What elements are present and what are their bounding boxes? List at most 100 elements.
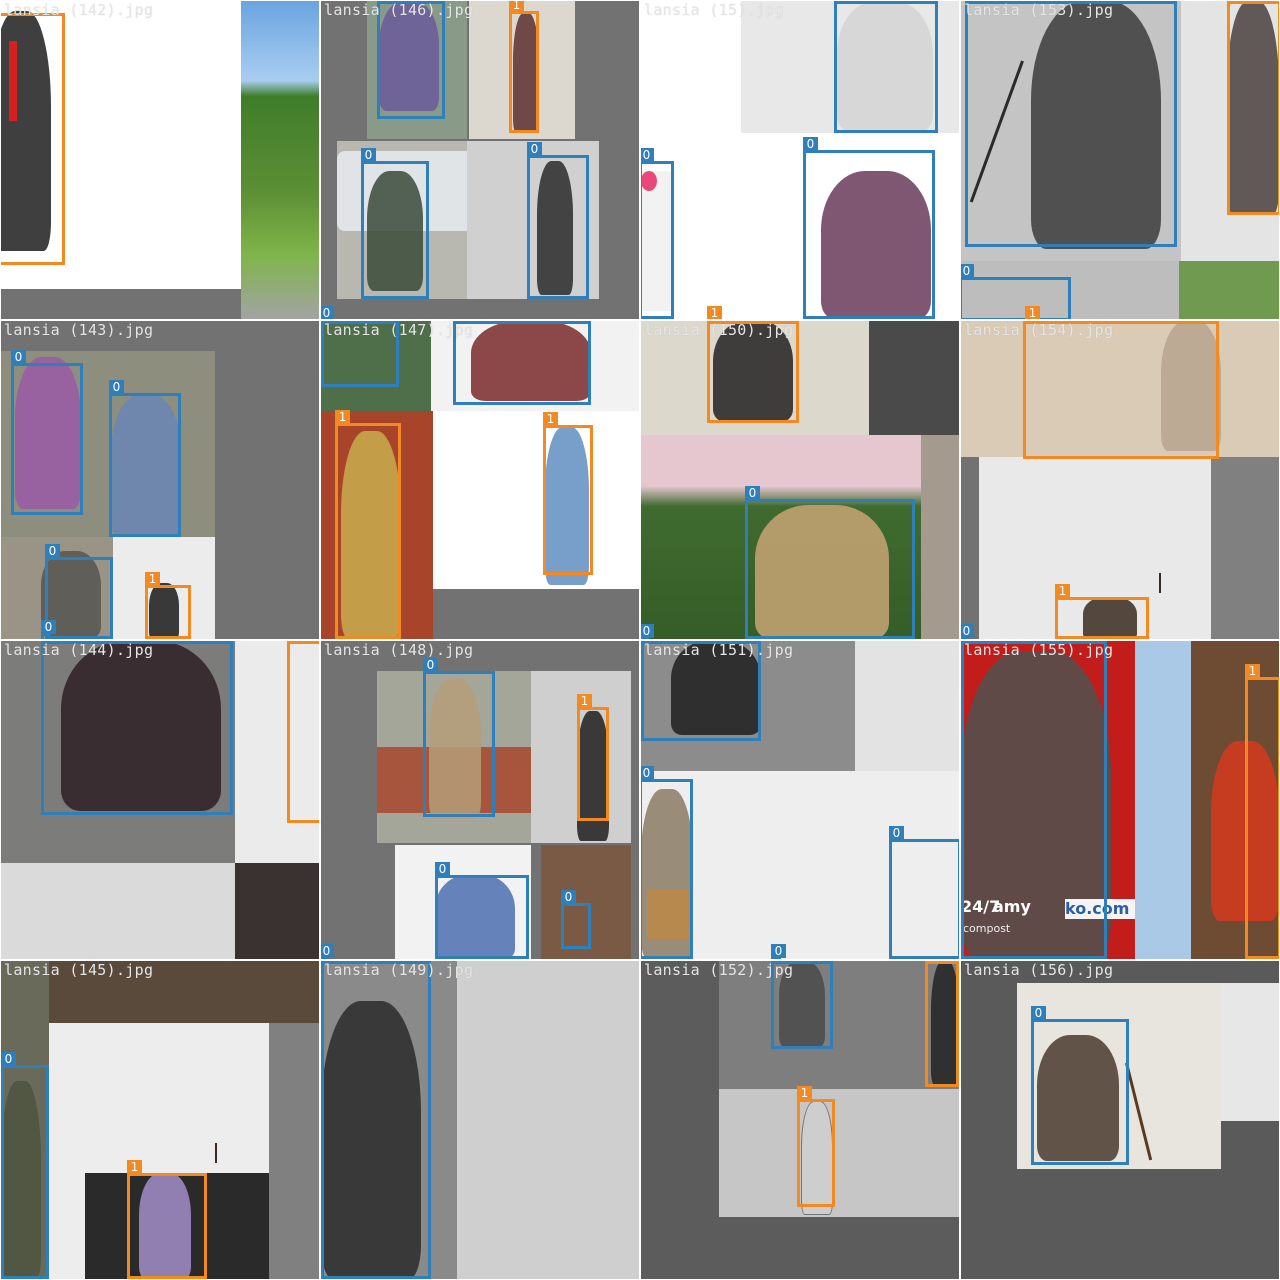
photo-crop <box>801 151 951 319</box>
class-tag: 0 <box>435 862 450 876</box>
bbox-class-1: 1 <box>1055 584 1149 639</box>
person-figure <box>1 1081 41 1279</box>
image-filename: lansia (147).jpg <box>324 321 474 339</box>
image-filename: lansia (153).jpg <box>964 1 1114 19</box>
padding-area <box>1 289 241 319</box>
photo-crop <box>321 411 433 639</box>
photo-crop <box>1 863 235 959</box>
bbox-class-1: 1 <box>925 961 959 1087</box>
photo-crop <box>241 1 319 319</box>
bbox-class-0: 0 <box>527 142 589 299</box>
photo-crop <box>641 641 855 771</box>
class-tag: 1 <box>925 961 940 962</box>
class-tag: 0 <box>1031 1006 1046 1020</box>
sign-text: compost <box>963 922 1011 935</box>
photo-crop <box>433 411 639 589</box>
image-filename: lansia (155).jpg <box>964 641 1114 659</box>
mosaic-tile: 0 1 lansia (145).jpg <box>1 961 319 1279</box>
bbox-class-0 <box>321 321 399 387</box>
photo-crop <box>431 321 639 411</box>
bbox-class-1: 1 <box>1245 664 1279 959</box>
photo-crop <box>719 961 959 1089</box>
bbox-class-0: 0 <box>109 380 181 537</box>
photo-crop <box>961 321 1279 457</box>
image-filename: lansia (146).jpg <box>324 1 474 19</box>
wall-cross <box>1159 573 1161 593</box>
photo-crop <box>1179 261 1279 319</box>
bbox-class-1: 1 <box>335 410 401 639</box>
class-tag: 0 <box>361 148 376 162</box>
mosaic-tile: 0 0 0 0 1 lansia (143).jpg <box>1 321 319 639</box>
mosaic-tile: lansia (142).jpg <box>1 1 319 319</box>
padding-area <box>961 961 1279 983</box>
bbox-class-1 <box>1023 321 1219 459</box>
bbox-class-0 <box>641 641 761 741</box>
class-tag: 1 <box>1055 584 1070 598</box>
bbox-class-0: 0 <box>561 890 591 949</box>
bbox-class-1: 1 <box>509 1 539 133</box>
person-figure <box>1161 321 1221 451</box>
person-figure <box>429 679 481 819</box>
image-filename: lansia (150).jpg <box>644 321 794 339</box>
photo-crop <box>1135 641 1191 959</box>
bbox-class-1: 1 <box>145 572 191 639</box>
class-tag: 1 <box>335 410 350 424</box>
image-filename: lansia (152).jpg <box>644 961 794 979</box>
person-figure <box>801 1101 833 1215</box>
photo-crop <box>641 435 921 639</box>
padding-area <box>1211 457 1279 639</box>
photo-crop <box>1 961 49 1279</box>
mosaic-tile: 0 1 1 lansia (152).jpg <box>641 961 959 1279</box>
bbox-class-1 <box>1227 1 1279 215</box>
bbox-class-0: 0 <box>361 148 429 299</box>
bbox-class-0: 0 <box>641 766 693 959</box>
bbox-class-0: 0 <box>961 264 1071 319</box>
class-tag: 0 <box>961 264 974 278</box>
photo-crop <box>719 1089 959 1217</box>
sign-text: 24/7 <box>961 897 1001 916</box>
class-tag: 0 <box>771 944 786 958</box>
mosaic-tile: 0 lansia (156).jpg <box>961 961 1279 1279</box>
photo-crop <box>235 863 319 959</box>
person-figure <box>341 431 401 639</box>
bbox-class-0 <box>321 961 431 1279</box>
class-tag: 0 <box>641 766 654 780</box>
image-filename: lansia (143).jpg <box>4 321 154 339</box>
photo-crop <box>979 457 1211 639</box>
bbox-class-0: 0 <box>321 944 334 959</box>
class-tag: 0 <box>527 142 542 156</box>
image-filename: lansia (156).jpg <box>964 961 1114 979</box>
bbox-class-1: 1 <box>287 641 319 823</box>
bbox-class-0: 0 <box>641 624 654 639</box>
class-tag: 0 <box>641 624 654 638</box>
class-tag: 1 <box>1025 306 1040 319</box>
photo-crop <box>921 435 959 639</box>
photo-crop <box>1017 983 1221 1169</box>
mosaic-tile: 0 0 lansia (150).jpg <box>641 321 959 639</box>
class-tag: 1 <box>1245 664 1260 678</box>
bbox-class-0 <box>41 641 233 815</box>
class-tag: 0 <box>321 306 334 319</box>
photo-crop <box>1 1 241 289</box>
class-tag: 0 <box>45 544 60 558</box>
red-tie-figure <box>9 41 17 121</box>
person-figure <box>471 321 591 401</box>
person-figure <box>779 961 825 1047</box>
class-tag: 0 <box>641 148 654 162</box>
person-figure <box>1031 1 1161 249</box>
photo-crop <box>113 537 215 639</box>
person-figure <box>139 1173 191 1279</box>
photo-crop <box>961 1 1181 261</box>
photo-crop <box>235 641 319 863</box>
mosaic-tile: lansia (149).jpg <box>321 961 639 1279</box>
person-figure <box>513 13 539 133</box>
image-filename: lansia (145).jpg <box>4 961 154 979</box>
photo-crop <box>641 771 959 959</box>
person-figure <box>61 641 221 811</box>
bbox-class-0: 0 <box>961 624 974 639</box>
sign-text: ko.com <box>1065 899 1135 919</box>
image-filename: lansia (149).jpg <box>324 961 474 979</box>
class-tag: 0 <box>11 350 26 364</box>
mosaic-tile: 0 1 0 0 0 lansia (148).jpg <box>321 641 639 959</box>
